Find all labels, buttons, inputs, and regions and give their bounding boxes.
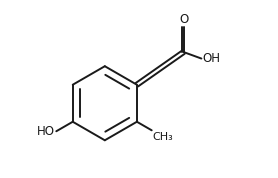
- Text: HO: HO: [37, 125, 55, 138]
- Text: OH: OH: [202, 52, 220, 65]
- Text: CH₃: CH₃: [153, 132, 173, 142]
- Text: O: O: [179, 13, 188, 26]
